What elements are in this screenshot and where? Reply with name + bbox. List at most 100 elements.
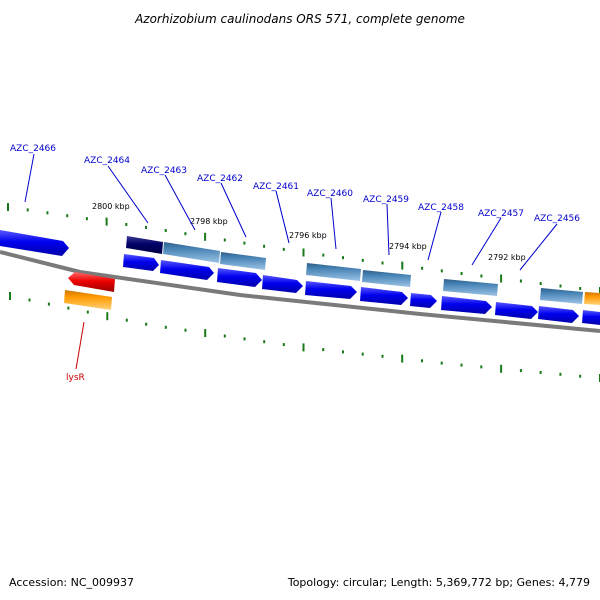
scale-inner-tick bbox=[86, 310, 89, 314]
scale-inner-tick bbox=[282, 343, 285, 347]
scale-outer-tick bbox=[500, 274, 503, 283]
gene-label-azc-2459[interactable]: AZC_2459 bbox=[363, 195, 409, 205]
scale-inner-tick bbox=[460, 363, 463, 367]
scale-outer-tick bbox=[46, 211, 49, 215]
scale-inner-tick bbox=[579, 374, 582, 378]
map-title: Azorhizobium caulinodans ORS 571, comple… bbox=[134, 12, 465, 26]
scale-outer-tick bbox=[145, 225, 147, 229]
reverse-cds-features bbox=[64, 272, 115, 310]
scale-outer-tick bbox=[85, 217, 88, 221]
cds-azc-2463-arrow[interactable] bbox=[160, 260, 214, 280]
scale-inner-tick bbox=[204, 329, 207, 338]
scale-label-2796-kbp: 2796 kbp bbox=[289, 231, 327, 240]
scale-outer-tick bbox=[579, 287, 582, 290]
scale-label-2798-kbp: 2798 kbp bbox=[190, 217, 228, 226]
cds-azc-2459-block[interactable] bbox=[362, 270, 411, 287]
scale-inner-tick bbox=[263, 340, 266, 344]
scale-outer-tick bbox=[342, 256, 344, 260]
scale-outer-tick bbox=[440, 269, 443, 273]
cds-azc-2458-arrow[interactable] bbox=[410, 293, 437, 308]
scale-outer-tick bbox=[263, 244, 266, 248]
leader-azc-2461 bbox=[275, 190, 290, 244]
scale-inner-tick bbox=[401, 354, 404, 363]
scale-inner-tick bbox=[9, 292, 11, 300]
scale-label-2792-kbp: 2792 kbp bbox=[488, 253, 526, 262]
cds-azc-2461-arrow[interactable] bbox=[262, 275, 303, 293]
leader-azc-2462 bbox=[220, 182, 247, 238]
scale-inner-tick bbox=[539, 371, 542, 374]
scale-outer-tick bbox=[460, 272, 463, 275]
scale-outer-tick bbox=[164, 229, 167, 232]
leader-azc-2458 bbox=[427, 211, 442, 261]
cds-lysr-orange-block[interactable] bbox=[64, 290, 112, 310]
scale-outer-tick bbox=[204, 232, 207, 241]
cds-azc-2457-block[interactable] bbox=[443, 279, 498, 296]
cds-azc-2459-arrow[interactable] bbox=[360, 287, 408, 305]
cds-azc-2455-arrow[interactable] bbox=[538, 306, 579, 323]
scale-outer-tick bbox=[184, 232, 187, 236]
cds-azc-2463-block[interactable] bbox=[163, 242, 220, 263]
gene-label-azc-2463[interactable]: AZC_2463 bbox=[141, 166, 187, 176]
cds-azc-2455-block[interactable] bbox=[540, 288, 583, 304]
cds-azc-2464-block[interactable] bbox=[126, 236, 163, 254]
genome-backbone bbox=[0, 250, 600, 333]
scale-inner-tick bbox=[125, 318, 128, 322]
scale-outer-tick bbox=[223, 238, 226, 242]
scale-inner-tick bbox=[440, 361, 443, 365]
gene-label-azc-2461[interactable]: AZC_2461 bbox=[253, 182, 299, 192]
leader-azc-2466 bbox=[24, 153, 35, 203]
scale-ticks-inner bbox=[9, 292, 600, 382]
cds-azc-2466-arrow[interactable] bbox=[0, 230, 69, 256]
scale-outer-tick bbox=[539, 282, 542, 285]
scale-outer-tick bbox=[125, 223, 128, 226]
scale-inner-tick bbox=[184, 328, 187, 332]
cds-azc-2460-arrow[interactable] bbox=[305, 281, 357, 299]
scale-outer-tick bbox=[480, 274, 483, 278]
scale-inner-tick bbox=[361, 352, 364, 356]
scale-outer-tick bbox=[361, 258, 364, 262]
scale-outer-tick bbox=[243, 241, 246, 245]
scale-inner-tick bbox=[145, 322, 148, 326]
feature-row-upper bbox=[126, 236, 600, 305]
scale-inner-tick bbox=[519, 369, 522, 373]
cds-azc-2456-arrow[interactable] bbox=[495, 302, 538, 319]
scale-outer-tick bbox=[7, 203, 9, 211]
cds-edge-arrow[interactable] bbox=[582, 310, 600, 325]
scale-outer-tick bbox=[282, 247, 285, 251]
gene-label-azc-2462[interactable]: AZC_2462 bbox=[197, 174, 243, 184]
scale-inner-tick bbox=[559, 372, 562, 376]
scale-labels: 2800 kbp 2798 kbp 2796 kbp 2794 kbp 2792… bbox=[92, 202, 526, 262]
leader-lysr bbox=[75, 321, 85, 370]
leader-azc-2464 bbox=[107, 165, 149, 224]
scale-inner-tick bbox=[322, 348, 325, 352]
gene-label-azc-2457[interactable]: AZC_2457 bbox=[478, 209, 524, 219]
scale-inner-tick bbox=[47, 302, 50, 306]
gene-label-azc-2460[interactable]: AZC_2460 bbox=[307, 189, 353, 199]
cds-azc-2460-block[interactable] bbox=[306, 263, 361, 281]
gene-label-azc-2466[interactable]: AZC_2466 bbox=[10, 144, 56, 154]
scale-label-2794-kbp: 2794 kbp bbox=[389, 242, 427, 251]
scale-label-2800-kbp: 2800 kbp bbox=[92, 202, 130, 211]
cds-azc-2457-arrow[interactable] bbox=[441, 296, 492, 314]
cds-azc-2462-block[interactable] bbox=[220, 252, 266, 270]
scale-inner-tick bbox=[500, 364, 503, 373]
scale-inner-tick bbox=[381, 354, 384, 358]
gene-label-azc-2464[interactable]: AZC_2464 bbox=[84, 156, 130, 166]
leader-azc-2456 bbox=[519, 223, 558, 271]
scale-inner-tick bbox=[164, 325, 167, 329]
scale-outer-tick bbox=[105, 217, 108, 226]
cds-azc-2462-arrow[interactable] bbox=[217, 268, 262, 287]
cds-azc-2464-arrow[interactable] bbox=[123, 254, 159, 271]
gene-label-azc-2458[interactable]: AZC_2458 bbox=[418, 203, 464, 213]
cds-orange-edge-block[interactable] bbox=[584, 292, 600, 305]
label-leader-lines bbox=[24, 153, 558, 271]
gene-label-lysr[interactable]: lysR bbox=[66, 373, 85, 383]
scale-outer-tick bbox=[519, 279, 522, 283]
leader-azc-2460 bbox=[330, 197, 337, 250]
gene-label-azc-2456[interactable]: AZC_2456 bbox=[534, 214, 580, 224]
scale-outer-tick bbox=[322, 253, 325, 257]
scale-inner-tick bbox=[342, 350, 344, 354]
cds-lysr-arrow[interactable] bbox=[68, 272, 115, 292]
scale-inner-tick bbox=[302, 343, 305, 352]
accession-text: Accession: NC_009937 bbox=[9, 576, 134, 589]
